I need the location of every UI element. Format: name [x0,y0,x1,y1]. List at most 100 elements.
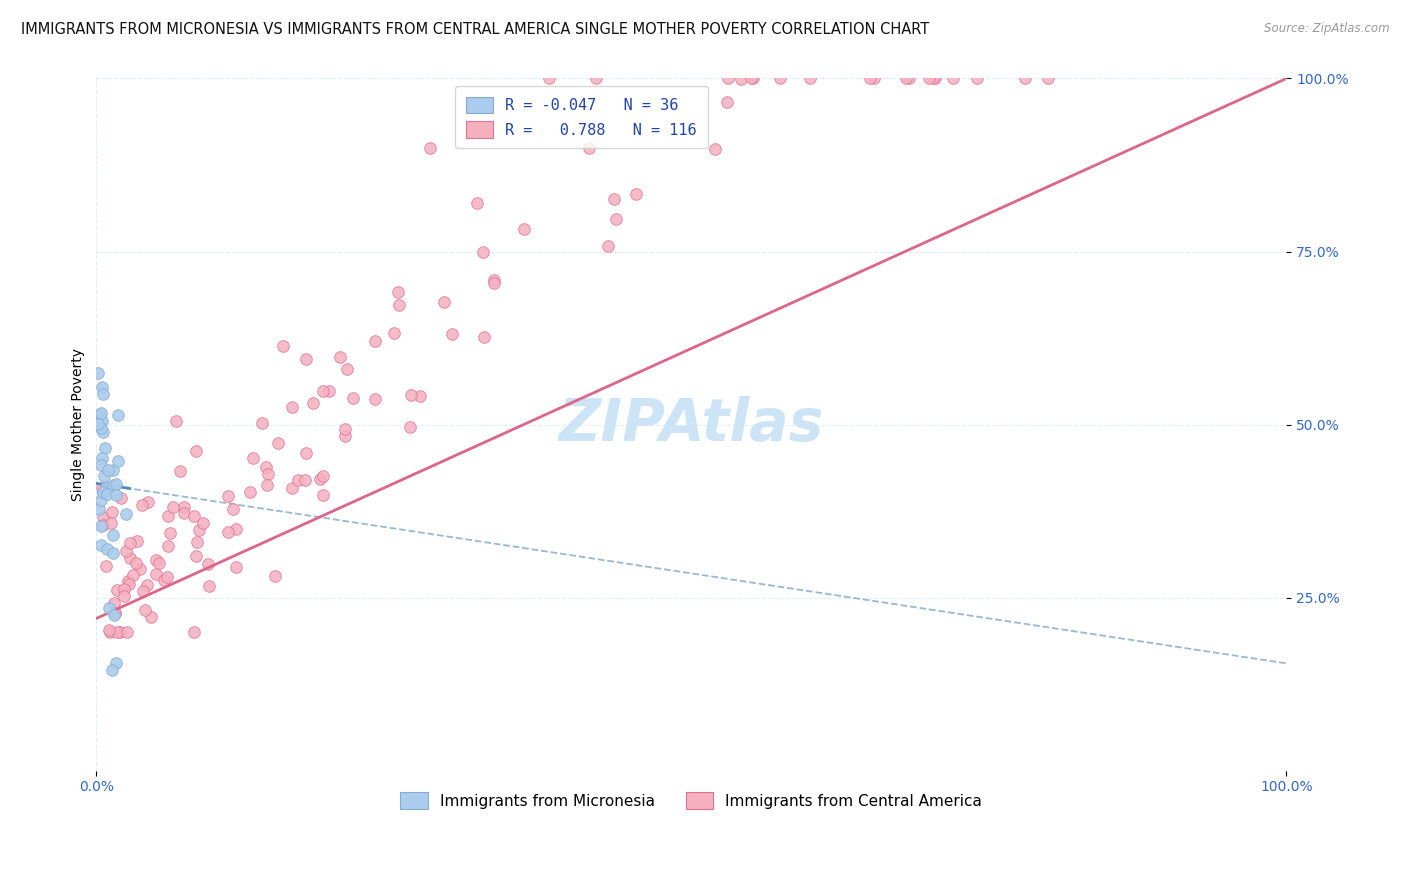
Point [105,657,128,671]
Point [863,71,886,86]
Point [333,428,356,442]
Point [221,502,243,516]
Text: IMMIGRANTS FROM MICRONESIA VS IMMIGRANTS FROM CENTRAL AMERICA SINGLE MOTHER POVE: IMMIGRANTS FROM MICRONESIA VS IMMIGRANTS… [21,22,929,37]
Point [91,518,114,533]
Text: ZIPAtlas: ZIPAtlas [558,396,824,453]
Point [294,446,316,460]
Point [90,458,112,473]
Point [104,606,127,620]
Point [364,334,387,348]
Point [87,366,110,380]
Point [90,421,112,435]
Point [239,485,262,500]
Point [225,522,247,536]
Point [91,484,114,499]
Point [186,549,208,564]
Point [89,501,111,516]
Point [141,609,163,624]
Point [131,499,153,513]
Point [799,71,821,86]
Point [294,351,316,366]
Point [90,538,112,552]
Point [118,550,141,565]
Point [184,444,207,458]
Point [173,500,195,515]
Point [183,509,205,524]
Point [1014,71,1036,86]
Point [129,561,152,575]
Point [294,473,316,487]
Point [602,192,624,206]
Point [318,384,340,398]
Point [93,469,115,483]
Point [217,525,239,540]
Point [605,212,627,227]
Point [512,222,534,236]
Text: Source: ZipAtlas.com: Source: ZipAtlas.com [1264,22,1389,36]
Point [157,508,180,523]
Point [107,454,129,468]
Point [966,71,988,86]
Point [152,573,174,587]
Point [191,516,214,530]
Point [287,473,309,487]
Point [578,141,600,155]
Point [115,507,138,521]
Point [364,392,387,406]
Point [90,406,112,420]
Point [730,71,752,86]
Point [898,71,921,86]
Point [100,516,122,530]
Point [96,558,118,573]
Point [311,384,333,399]
Point [117,574,139,588]
Point [465,196,488,211]
Point [145,567,167,582]
Point [704,142,727,156]
Point [90,414,112,428]
Point [100,505,122,519]
Point [96,480,118,494]
Point [312,488,335,502]
Point [918,71,941,86]
Point [859,71,882,86]
Point [328,350,350,364]
Point [98,625,121,640]
Point [91,379,114,393]
Point [281,400,304,414]
Point [118,536,141,550]
Point [312,469,335,483]
Point [183,625,205,640]
Point [136,578,159,592]
Y-axis label: Single Mother Poverty: Single Mother Poverty [72,348,86,501]
Point [301,396,323,410]
Point [433,295,456,310]
Point [188,524,211,538]
Point [173,506,195,520]
Point [267,436,290,450]
Point [717,71,740,86]
Point [596,239,619,253]
Point [105,476,128,491]
Point [101,478,124,492]
Point [90,492,112,507]
Point [103,463,125,477]
Point [256,477,278,491]
Point [254,460,277,475]
Point [112,590,135,604]
Point [537,71,560,86]
Point [257,467,280,481]
Point [98,601,121,615]
Point [101,545,124,559]
Point [197,557,219,571]
Point [125,556,148,570]
Point [107,409,129,423]
Point [115,543,138,558]
Point [401,388,423,402]
Point [91,451,114,466]
Point [105,583,128,598]
Point [225,559,247,574]
Point [921,71,943,86]
Point [159,526,181,541]
Point [264,569,287,583]
